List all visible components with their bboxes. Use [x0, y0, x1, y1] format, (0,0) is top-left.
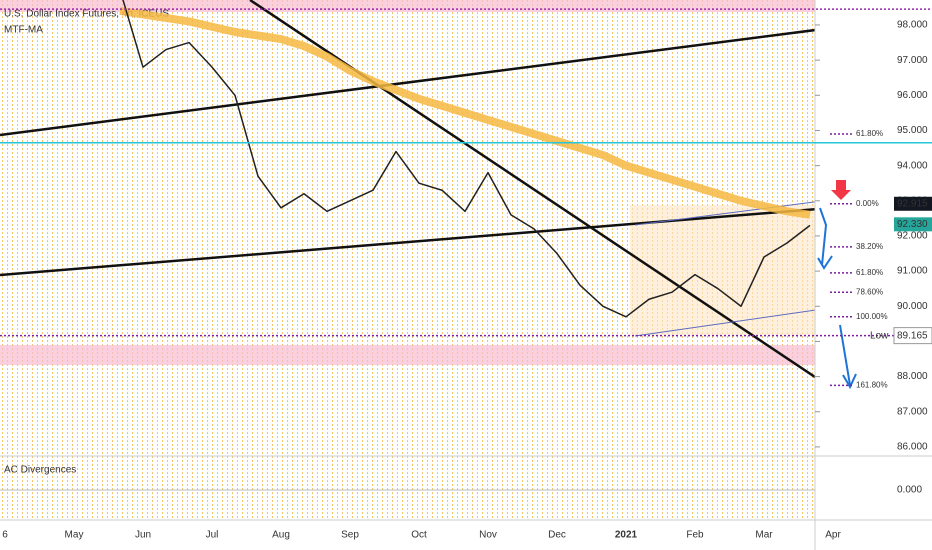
zone	[0, 0, 815, 12]
channel-line	[634, 309, 815, 337]
price-label: 92.915	[897, 198, 928, 209]
fib-label: 0.00%	[856, 199, 879, 208]
y-tick-label: 91.000	[897, 266, 928, 277]
arrow-marker	[831, 180, 851, 200]
trend-line	[0, 207, 815, 277]
x-tick-label: Apr	[825, 530, 841, 541]
y-tick-label: 95.000	[897, 125, 928, 136]
x-tick-label: Feb	[686, 530, 704, 541]
arrow	[842, 373, 857, 390]
x-tick-label: Nov	[479, 530, 497, 541]
fib-label: 38.20%	[856, 242, 883, 251]
x-tick-label: Dec	[548, 530, 566, 541]
arrow	[839, 324, 851, 386]
x-tick-label: Sep	[341, 530, 359, 541]
y-tick-label: 98.000	[897, 20, 928, 31]
x-tick-label: Jul	[206, 530, 219, 541]
chart-title: U.S. Dollar Index Futures, 4h, ICEUS	[4, 9, 169, 20]
plot	[119, 0, 811, 318]
y-tick-label: 94.000	[897, 160, 928, 171]
low-value: 89.165	[897, 330, 928, 341]
price-label-box	[894, 217, 932, 232]
fib-label: 61.80%	[856, 268, 883, 277]
x-tick-label: Oct	[411, 530, 427, 541]
y-tick-label: 92.000	[897, 231, 928, 242]
x-tick-label: 6	[2, 530, 8, 541]
low-label: Low	[870, 330, 889, 341]
x-tick-label: May	[65, 530, 84, 541]
y-tick-label: 96.000	[897, 90, 928, 101]
x-tick-label: 2021	[615, 530, 638, 541]
fib-label: 161.80%	[856, 380, 888, 389]
indicator-name: MTF-MA	[4, 25, 43, 36]
trend-line	[0, 28, 815, 137]
indicator-title: AC Divergences	[4, 465, 76, 476]
zone	[0, 345, 815, 365]
fib-label: 78.60%	[856, 287, 883, 296]
y-tick-label: 97.000	[897, 55, 928, 66]
y-tick-label: 88.000	[897, 371, 928, 382]
arrow	[819, 207, 828, 266]
price-line	[122, 0, 811, 318]
fib-zone	[630, 205, 815, 335]
x-tick-label: Mar	[755, 530, 773, 541]
y-tick-label: 87.000	[897, 406, 928, 417]
arrow	[817, 255, 833, 270]
y-tick-label: 86.000	[897, 442, 928, 453]
x-tick-label: Aug	[272, 530, 290, 541]
price-label-box	[893, 327, 932, 345]
fib-label: 61.80%	[856, 129, 883, 138]
x-tick-label: Jun	[135, 530, 151, 541]
price-label: 92.330	[897, 219, 928, 230]
fib-label: 100.00%	[856, 312, 888, 321]
moving-average	[119, 6, 811, 219]
indicator-tick-label: 0.000	[897, 485, 922, 496]
price-label-box	[894, 196, 932, 211]
y-tick-label: 90.000	[897, 301, 928, 312]
channel-line	[634, 201, 815, 226]
